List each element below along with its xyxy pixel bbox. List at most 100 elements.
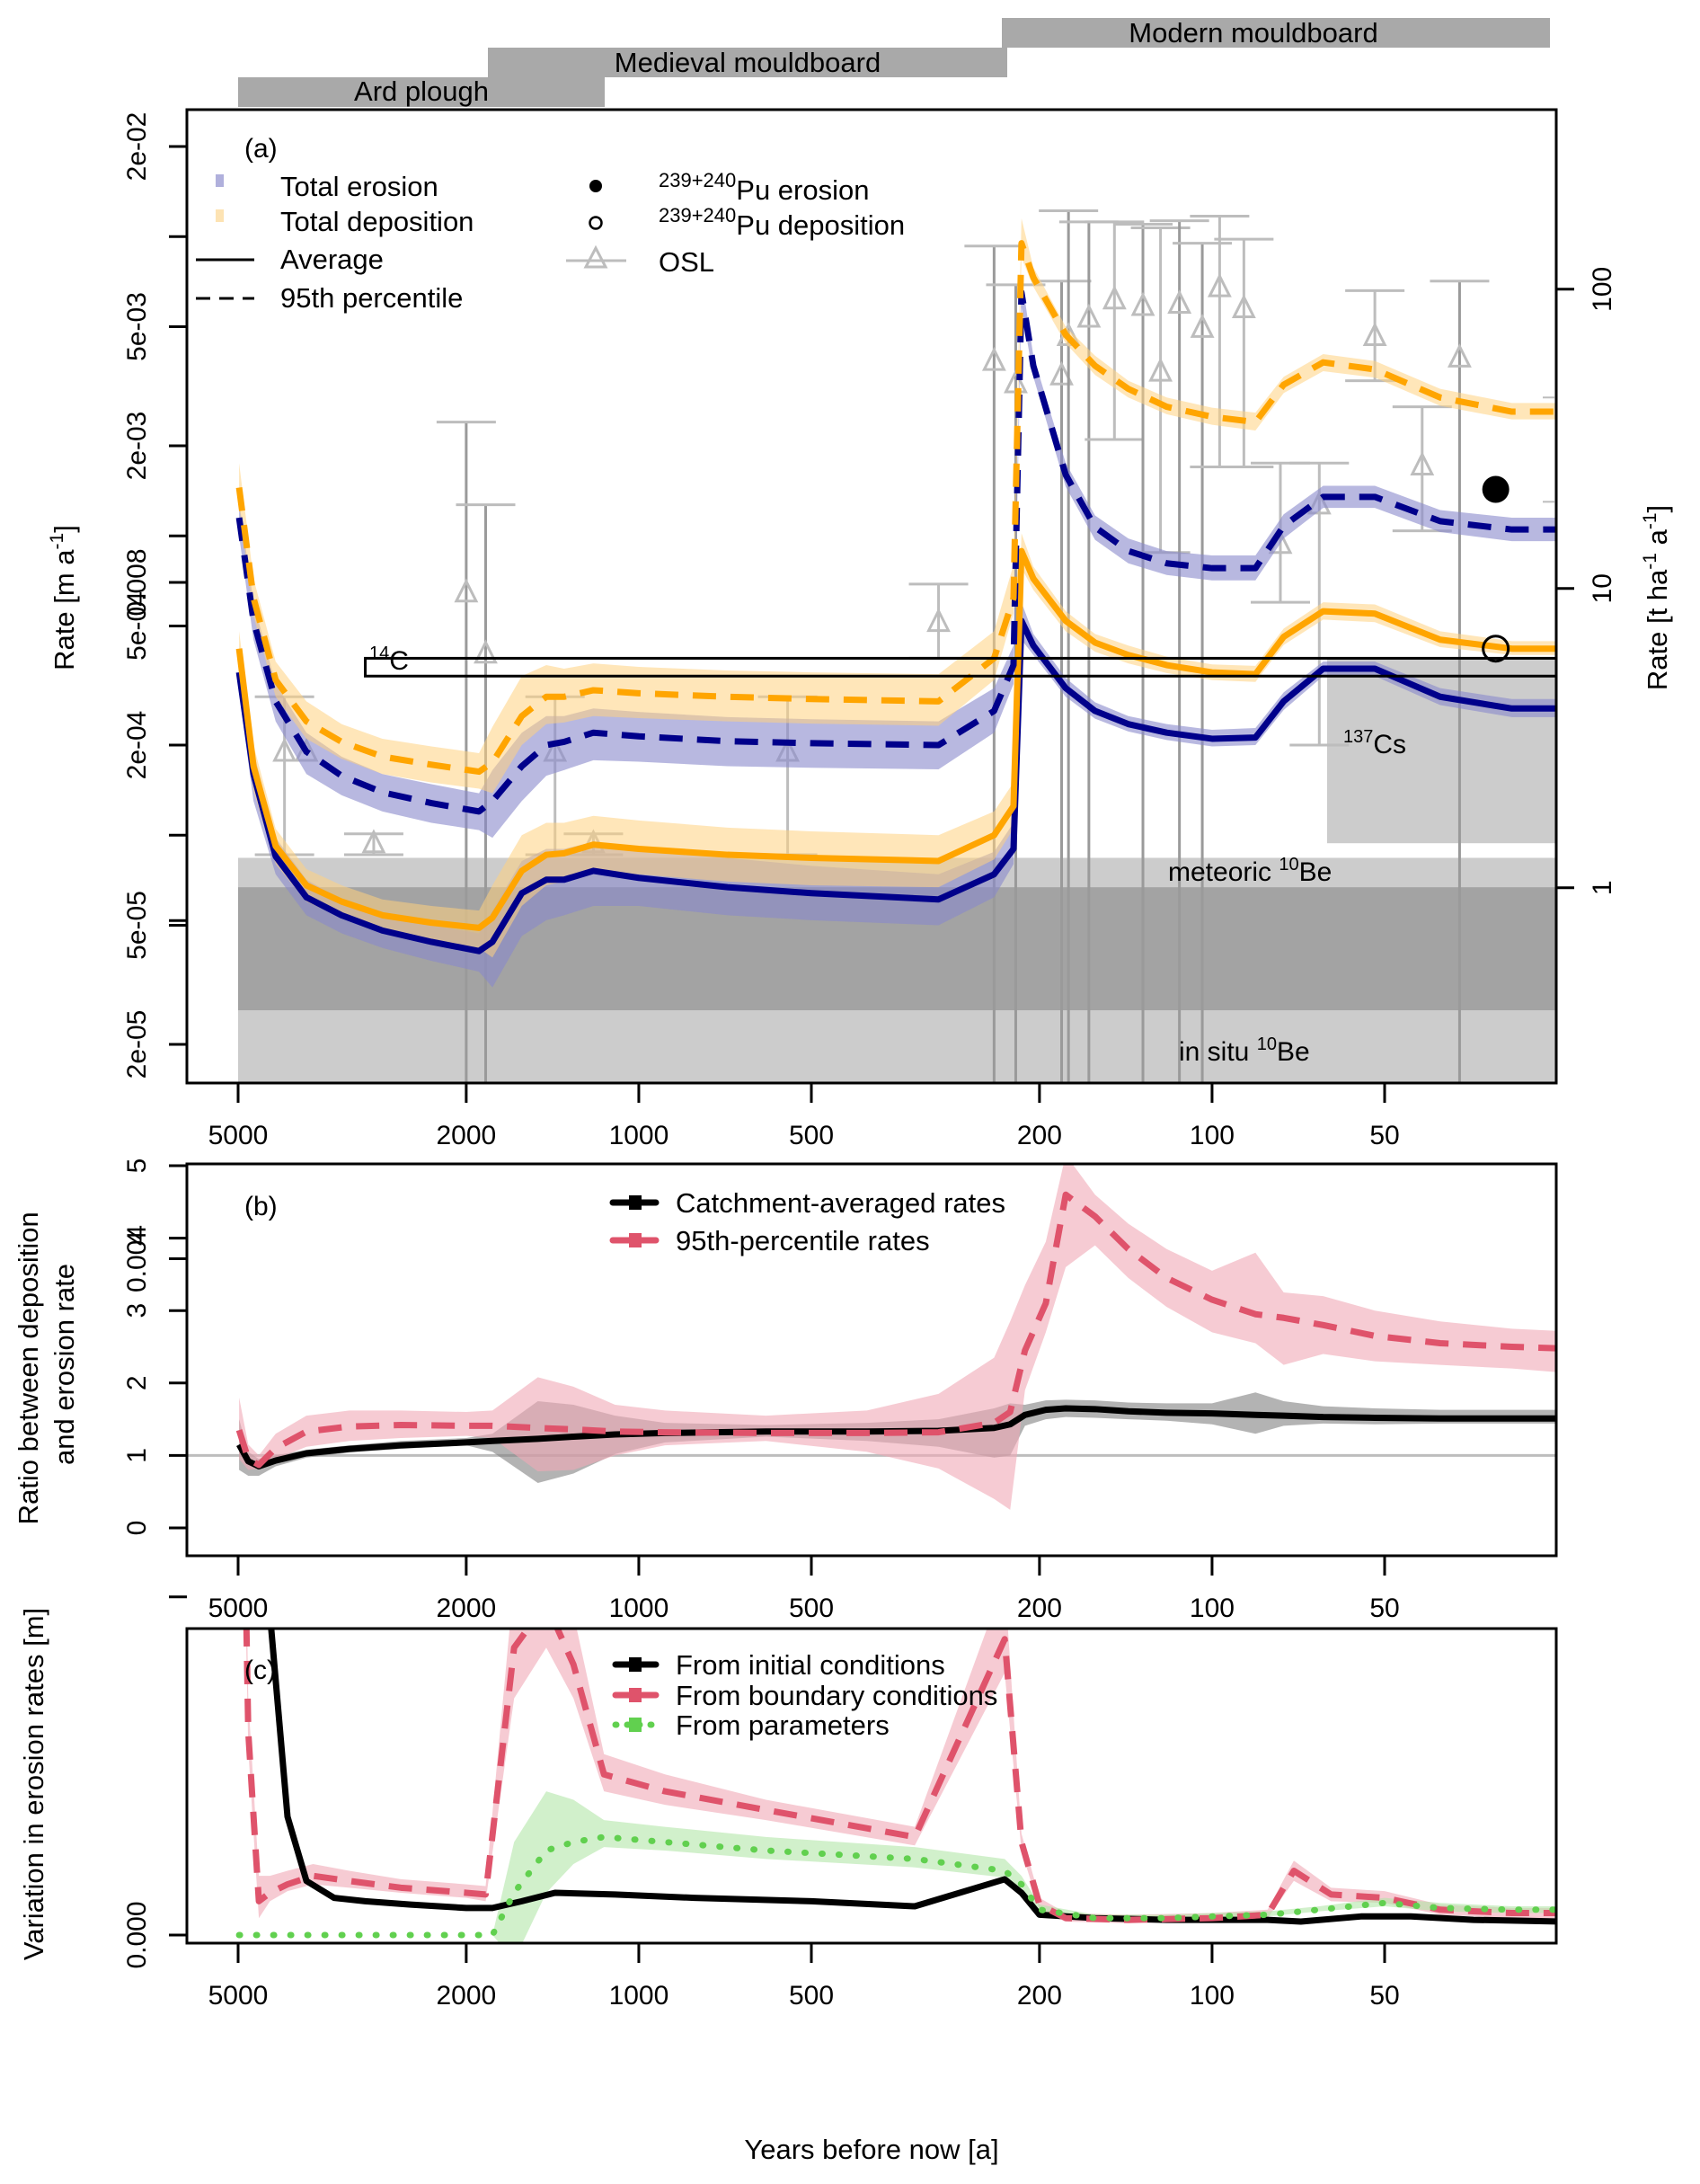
panel-a-frame bbox=[185, 108, 1558, 1085]
x-tick-label: 50 bbox=[1369, 1121, 1399, 1150]
legend-swatch-deposition bbox=[216, 209, 224, 222]
c14-label: 14C bbox=[369, 644, 409, 676]
variation-lines bbox=[235, 1629, 1556, 1939]
x-tick-label: 200 bbox=[1017, 1121, 1062, 1150]
osl-point bbox=[1214, 237, 1274, 469]
legend-c: From initial conditions From boundary co… bbox=[612, 1649, 997, 1741]
legend-label-boundary: From boundary conditions bbox=[676, 1680, 997, 1711]
y-tick-label: 0 bbox=[122, 1521, 152, 1536]
x-tick-label: 1000 bbox=[609, 1121, 669, 1150]
line-deposition-dashed bbox=[235, 240, 1556, 776]
period-label-medieval: Medieval mouldboard bbox=[615, 47, 881, 78]
legend-label-catchment: Catchment-averaged rates bbox=[676, 1187, 1005, 1219]
y-tick-label: 2e-03 bbox=[122, 412, 152, 481]
osl-triangle bbox=[1362, 322, 1387, 347]
period-bar-medieval bbox=[488, 48, 1007, 77]
variation-line-solid bbox=[268, 1629, 1556, 1925]
x-tick-label: 100 bbox=[1190, 1594, 1235, 1623]
legend-label-pu-erosion: 239+240Pu erosion bbox=[659, 169, 869, 206]
legend-square-boundary bbox=[629, 1688, 642, 1702]
legend-b: Catchment-averaged rates 95th-percentile… bbox=[609, 1187, 1005, 1256]
y-tick-label: 3 bbox=[122, 1303, 152, 1318]
y-tick-label: 5 bbox=[122, 1159, 152, 1174]
legend-label-initial: From initial conditions bbox=[676, 1649, 945, 1681]
x-tick-label: 50 bbox=[1369, 1981, 1399, 2011]
y-tick-label: 2e-04 bbox=[122, 711, 152, 780]
y-right-tick-label: 1 bbox=[1588, 880, 1617, 895]
x-axis-title: Years before now [a] bbox=[744, 2134, 998, 2165]
panel-label-a: (a) bbox=[244, 134, 278, 164]
x-tick-label: 1000 bbox=[609, 1981, 669, 2011]
pu-erosion-point bbox=[1482, 475, 1510, 503]
y-tick-label: 1 bbox=[122, 1448, 152, 1463]
x-tick-label: 1000 bbox=[609, 1594, 669, 1623]
osl-triangle bbox=[272, 737, 297, 762]
y-right-tick-label: 100 bbox=[1588, 267, 1617, 312]
panel-label-c: (c) bbox=[244, 1656, 276, 1685]
legend-square-catchment bbox=[629, 1195, 642, 1210]
panel-b: 0 1 2 3 4 5 5000 2000 1000 500 200 100 50 (b) Catch… bbox=[13, 1159, 1558, 1623]
osl-triangle bbox=[1190, 314, 1215, 338]
band-dotted bbox=[239, 1791, 1556, 1943]
legend-square-parameters bbox=[629, 1718, 642, 1732]
x-axis-c: 5000 2000 1000 500 200 100 50 bbox=[208, 1943, 1400, 2011]
y-tick-label: 2 bbox=[122, 1375, 152, 1390]
legend-label-total-deposition: Total deposition bbox=[280, 206, 474, 237]
x-tick-label: 2000 bbox=[437, 1981, 497, 2011]
legend-label-pu-deposition: 239+240Pu deposition bbox=[659, 204, 905, 241]
x-tick-label: 100 bbox=[1190, 1981, 1235, 2011]
ratio-line-dashed bbox=[235, 1191, 1556, 1469]
legend-label-osl: OSL bbox=[659, 246, 714, 278]
y-tick-label: 5e-05 bbox=[122, 891, 152, 960]
ratio-lines bbox=[235, 1191, 1556, 1469]
osl-triangle bbox=[1049, 360, 1074, 386]
osl-triangle bbox=[474, 639, 498, 664]
y-axis-right: 100 10 1 bbox=[1543, 267, 1617, 895]
osl-triangle bbox=[1102, 285, 1127, 310]
y-axis-title-c: Variation in erosion rates [m] bbox=[18, 1608, 49, 1960]
x-tick-label: 200 bbox=[1017, 1981, 1062, 2011]
y-tick-label: 0.008 bbox=[122, 548, 152, 616]
panel-b-frame bbox=[185, 1162, 1558, 1558]
x-tick-label: 5000 bbox=[208, 1981, 269, 2011]
osl-triangle bbox=[981, 346, 1006, 371]
x-tick-label: 500 bbox=[789, 1121, 834, 1150]
y-tick-label: 4 bbox=[122, 1230, 152, 1246]
x-tick-label: 200 bbox=[1017, 1594, 1062, 1623]
variation-line-dashed bbox=[243, 1629, 1556, 1923]
x-tick-label: 100 bbox=[1190, 1121, 1235, 1150]
y-tick-label: 2e-05 bbox=[122, 1010, 152, 1079]
osl-point bbox=[1190, 215, 1250, 469]
osl-triangle bbox=[926, 608, 951, 633]
x-axis-a: 5000 2000 1000 500 200 100 50 bbox=[208, 1083, 1400, 1150]
osl-triangle bbox=[1231, 294, 1256, 319]
y-axis-title-b: Ratio between deposition and erosion rat… bbox=[13, 1204, 80, 1525]
band-erosion-solid bbox=[239, 602, 1556, 988]
y-axis-left: 2e-02 5e-03 2e-03 5e-04 2e-04 5e-05 2e-05 bbox=[122, 112, 187, 1079]
x-tick-label: 2000 bbox=[437, 1594, 497, 1623]
open-circle-icon bbox=[589, 216, 603, 230]
period-bar-ard bbox=[238, 77, 605, 107]
y-axis-title-a-right: Rate [t ha-1 a-1] bbox=[1640, 505, 1673, 690]
x-tick-label: 5000 bbox=[208, 1121, 269, 1150]
pu-points bbox=[1482, 475, 1510, 663]
meteoric-be-label: meteoric 10Be bbox=[1168, 855, 1332, 887]
y-tick-label: 5e-03 bbox=[122, 292, 152, 361]
filled-circle-icon bbox=[589, 180, 602, 192]
panel-label-b: (b) bbox=[244, 1192, 278, 1221]
osl-triangle bbox=[361, 829, 386, 854]
reference-band-3 bbox=[1326, 658, 1556, 844]
osl-triangle bbox=[1167, 289, 1192, 315]
x-tick-label: 2000 bbox=[437, 1121, 497, 1150]
osl-triangle bbox=[1130, 291, 1155, 316]
legend-label-95th-b: 95th-percentile rates bbox=[676, 1225, 930, 1256]
y-axis-title-a: Rate [m a-1] bbox=[47, 525, 80, 670]
y-tick-label: 5e-04 bbox=[122, 591, 152, 661]
y-tick-label: 0.000 bbox=[122, 1901, 152, 1968]
band-erosion-dashed bbox=[239, 277, 1556, 839]
y-tick-label: 0.004 bbox=[122, 1225, 152, 1292]
period-bar-modern bbox=[1002, 18, 1550, 48]
x-tick-label: 500 bbox=[789, 1981, 834, 2011]
period-label-modern: Modern mouldboard bbox=[1129, 17, 1377, 49]
x-tick-label: 500 bbox=[789, 1594, 834, 1623]
